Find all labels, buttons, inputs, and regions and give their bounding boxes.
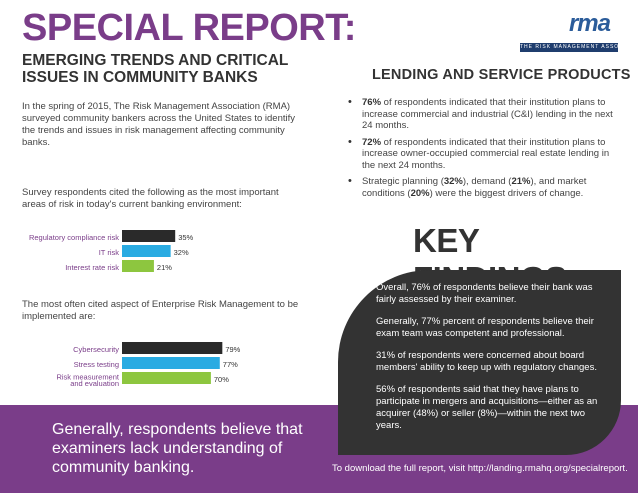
key-finding: 56% of respondents said that they have p… [376,384,598,431]
chart2-category-label-1: Stress testing [74,360,119,369]
chart1-category-label-0: Regulatory compliance risk [29,233,119,242]
key-finding: Generally, 77% percent of respondents be… [376,316,594,339]
report-subtitle: EMERGING TRENDS AND CRITICAL ISSUES IN C… [22,52,289,86]
chart2-category-label-2: Risk measurement and evaluation [56,373,119,389]
rma-logo-tagline: THE RISK MANAGEMENT ASSOCIATION [520,43,618,52]
erm-text: The most often cited aspect of Enterpris… [22,299,299,322]
lending-bullet: Strategic planning (32%), demand (21%), … [348,176,614,199]
chart1-value-label-0: 35% [178,233,193,242]
download-link[interactable]: To download the full report, visit http:… [332,463,628,474]
chart2-value-label-0: 79% [225,345,240,354]
lending-bullet: 76% of respondents indicated that their … [348,97,614,132]
risk-areas-chart: Regulatory compliance risk 35% IT risk 32% I… [29,230,194,272]
chart2-value-label-1: 77% [223,360,238,369]
chart1-value-label-2: 21% [157,263,172,272]
chart1-value-label-1: 32% [174,248,189,257]
rma-logo-mark: rma [568,10,611,37]
chart2-bar-2 [122,372,211,384]
key-findings-panel [338,270,621,455]
key-finding: 31% of respondents were concerned about … [376,350,597,373]
chart1-bar-2 [122,260,154,272]
chart1-bar-1 [122,245,171,257]
report-title: SPECIAL REPORT: [22,7,356,49]
chart2-bar-1 [122,357,220,369]
intro-paragraph: In the spring of 2015, The Risk Manageme… [22,101,295,148]
chart2-value-label-2: 70% [214,375,229,384]
lending-bullet: 72% of respondents indicated that their … [348,137,614,172]
rma-logo: rma THE RISK MANAGEMENT ASSOCIATION [520,10,618,52]
survey-text: Survey respondents cited the following a… [22,187,279,210]
chart1-category-label-2: Interest rate risk [65,263,119,272]
lending-title: LENDING AND SERVICE PRODUCTS [372,67,631,83]
key-finding: Overall, 76% of respondents believe thei… [376,282,593,305]
chart2-bar-0 [122,342,223,354]
chart1-bar-0 [122,230,176,242]
footer-statement: Generally, respondents believe that exam… [52,421,303,476]
chart2-category-label-0: Cybersecurity [73,345,119,354]
erm-aspects-chart: Cybersecurity 79% Stress testing 77% Risk me… [56,342,241,389]
lending-bullets: 76% of respondents indicated that their … [348,97,614,204]
key-findings-list: Overall, 76% of respondents believe thei… [376,282,598,442]
chart1-category-label-1: IT risk [99,248,120,257]
